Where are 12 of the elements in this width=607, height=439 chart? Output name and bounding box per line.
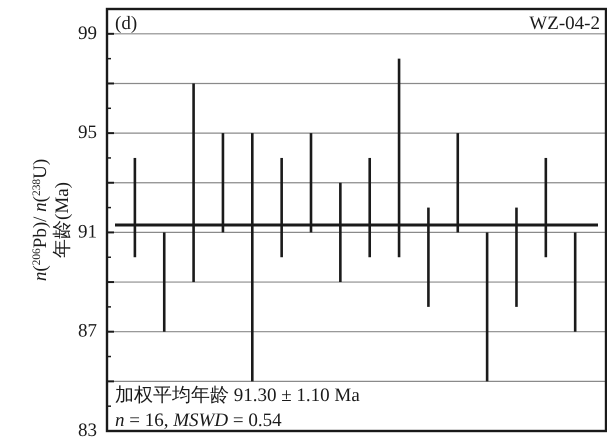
bar: [574, 232, 576, 332]
annotation: (d): [115, 13, 138, 34]
annotation: n = 16, MSWD = 0.54: [115, 410, 282, 431]
annotation: 加权平均年龄 91.30 ± 1.10 Ma: [115, 385, 360, 406]
y-tick-label: 83: [78, 420, 97, 439]
y-tick-label: 99: [78, 22, 97, 44]
bar: [486, 232, 488, 382]
y-tick-label: 91: [78, 221, 97, 242]
annotation: WZ-04-2: [529, 13, 600, 34]
bar: [162, 232, 166, 332]
y-tick-label: 87: [78, 320, 97, 342]
y-tick-label: 95: [78, 122, 97, 144]
